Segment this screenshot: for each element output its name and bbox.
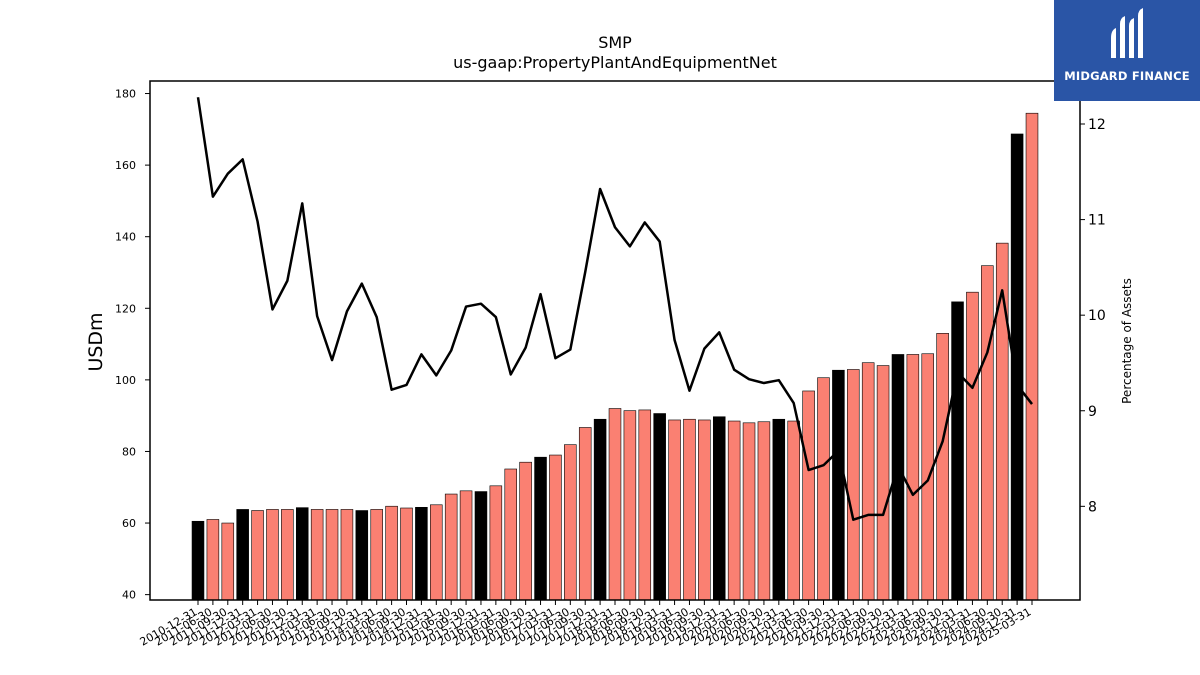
bar	[742, 422, 756, 601]
bar	[340, 509, 354, 601]
y-tick-label: 40	[122, 589, 136, 602]
bar	[221, 522, 235, 601]
bar	[236, 509, 249, 601]
y2-tick-label: 11	[1088, 213, 1106, 229]
bar	[400, 507, 413, 601]
bar	[310, 509, 324, 601]
bar-group	[191, 112, 1039, 601]
bar	[191, 520, 205, 601]
bar	[325, 509, 339, 601]
bar	[489, 485, 503, 601]
percentage-line	[196, 97, 1033, 521]
y2-tick-label: 10	[1088, 308, 1106, 324]
bar	[951, 301, 964, 601]
bar	[683, 418, 696, 601]
bar	[1025, 112, 1039, 601]
y2-tick-label: 8	[1088, 499, 1097, 515]
y2-axis-label: Percentage of Assets	[1120, 278, 1134, 404]
y-tick-label: 140	[115, 231, 136, 244]
bar	[534, 456, 547, 601]
bar	[623, 410, 637, 601]
bar	[698, 419, 711, 601]
bar	[266, 509, 279, 601]
bar	[444, 493, 458, 601]
y-tick-label: 100	[115, 374, 136, 387]
chart-subtitle: us-gaap:PropertyPlantAndEquipmentNet	[453, 53, 777, 72]
bar	[712, 416, 726, 601]
bar	[385, 505, 398, 601]
bar	[549, 454, 562, 601]
bar	[876, 365, 890, 601]
bar	[415, 506, 428, 601]
y-tick-label: 60	[122, 517, 136, 530]
bar	[355, 510, 369, 601]
bar	[802, 390, 815, 601]
bar	[787, 420, 800, 601]
bar	[832, 369, 845, 601]
bar	[668, 419, 681, 601]
bar	[504, 468, 518, 601]
bar	[474, 491, 488, 601]
x-axis-ticks: 2010-12-312011-06-302011-09-302011-12-31…	[138, 600, 1034, 649]
bar	[817, 377, 830, 601]
bar	[936, 333, 949, 601]
bar	[564, 444, 577, 601]
bar	[981, 265, 994, 601]
bar	[772, 418, 786, 601]
y-tick-label: 160	[115, 159, 136, 172]
y2-tick-label: 12	[1088, 117, 1106, 133]
midgard-logo-icon	[1111, 8, 1143, 58]
bar	[519, 461, 532, 601]
y-axis-label: USDm	[85, 312, 107, 371]
bar	[861, 362, 875, 601]
chart-title: SMP	[598, 33, 632, 52]
logo-text: MIDGARD FINANCE	[1064, 69, 1190, 83]
bar	[430, 504, 443, 601]
y-tick-label: 180	[115, 88, 136, 101]
bar	[847, 369, 860, 601]
bar	[608, 408, 622, 601]
bar	[966, 291, 979, 601]
bar	[638, 409, 652, 601]
y-tick-label: 80	[122, 445, 136, 458]
bar	[593, 418, 607, 601]
y2-tick-label: 9	[1088, 404, 1097, 420]
bar	[251, 510, 264, 601]
bar	[906, 354, 920, 601]
bar	[459, 490, 473, 601]
bar	[653, 413, 666, 601]
bar	[1010, 133, 1024, 601]
midgard-finance-logo: MIDGARD FINANCE	[1054, 0, 1200, 101]
bar	[921, 353, 934, 601]
bar	[757, 421, 771, 601]
y-tick-label: 120	[115, 302, 136, 315]
bar	[370, 509, 383, 601]
bar	[206, 519, 220, 601]
bar	[727, 420, 741, 601]
left-axis-ticks: 40 60 80 100 120 140 160 180	[115, 88, 150, 602]
right-axis-ticks: 8 9 10 11 12	[1080, 117, 1106, 515]
bar	[281, 509, 294, 601]
bar	[295, 507, 309, 601]
bar	[578, 427, 592, 601]
